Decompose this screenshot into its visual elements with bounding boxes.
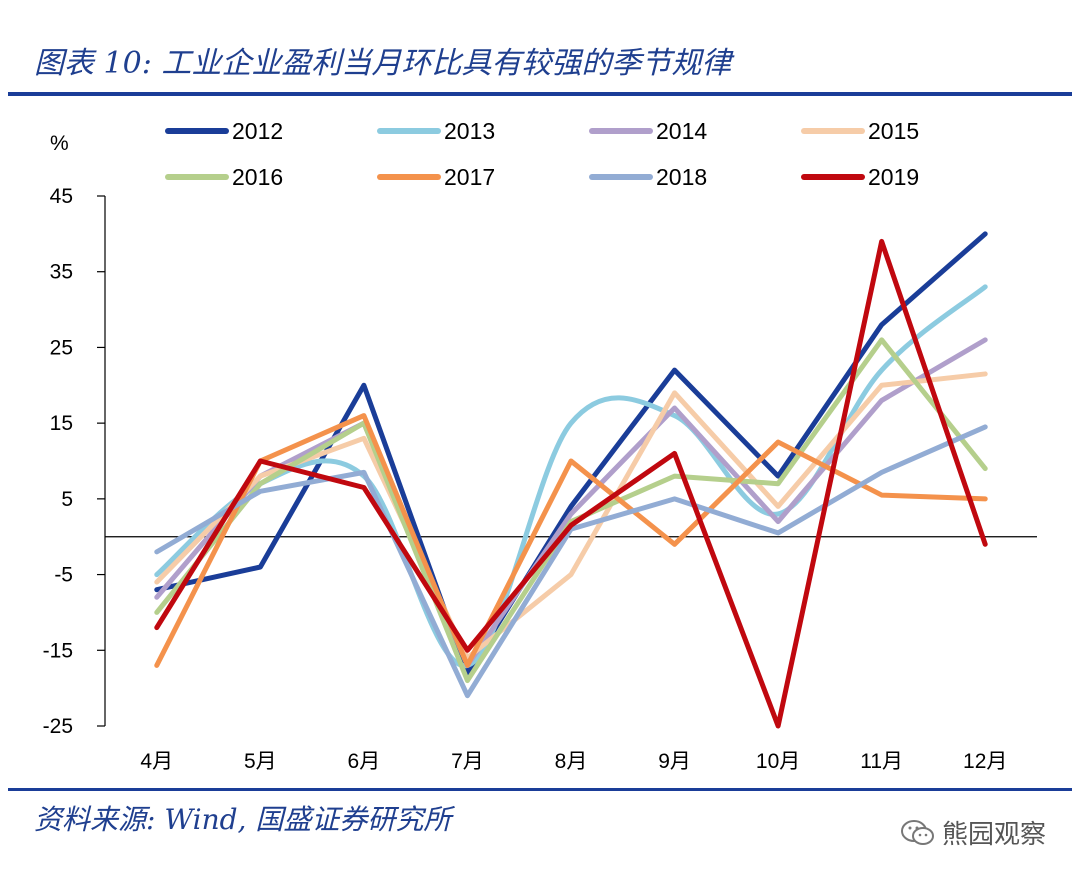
x-tick-label: 10月 xyxy=(756,750,800,773)
source-note: 资料来源: Wind, 国盛证券研究所 xyxy=(34,803,452,836)
x-tick-label: 8月 xyxy=(555,750,588,773)
legend: 2012 2013 2014 2015 2016 2017 2018 2019 xyxy=(165,118,919,190)
series-line-2014 xyxy=(154,337,988,668)
y-axis-label: % xyxy=(50,132,69,155)
x-tick-label: 12月 xyxy=(963,750,1007,773)
wechat-icon xyxy=(900,819,934,845)
series-line-2017 xyxy=(154,413,988,668)
watermark: 熊园观察 xyxy=(900,814,1046,851)
legend-label-2014: 2014 xyxy=(656,118,707,144)
x-tick-label: 6月 xyxy=(348,750,381,773)
y-tick-label: -5 xyxy=(54,564,73,587)
top-divider xyxy=(8,92,1072,96)
y-tick-label: 45 xyxy=(50,185,73,208)
y-tick-label: 5 xyxy=(61,488,73,511)
y-tick-label: 35 xyxy=(50,261,73,284)
legend-label-2018: 2018 xyxy=(656,164,707,190)
chart-title: 图表 10: 工业企业盈利当月环比具有较强的季节规律 xyxy=(34,46,732,81)
legend-label-2019: 2019 xyxy=(868,164,919,190)
x-tick-label: 7月 xyxy=(451,750,484,773)
y-tick-label: 15 xyxy=(50,412,73,435)
series-line-2012 xyxy=(154,231,988,676)
y-tick-label: -15 xyxy=(43,639,73,662)
x-tick-label: 5月 xyxy=(244,750,277,773)
series-group xyxy=(154,231,988,729)
x-tick-label: 9月 xyxy=(658,750,691,773)
line-chart: % 2012 2013 2014 2015 2016 2017 2018 2019 45 35 2… xyxy=(43,118,1037,773)
bottom-divider xyxy=(8,788,1072,791)
legend-label-2012: 2012 xyxy=(232,118,283,144)
y-tick-label: 25 xyxy=(50,336,73,359)
legend-label-2016: 2016 xyxy=(232,164,283,190)
legend-label-2013: 2013 xyxy=(444,118,495,144)
watermark-text: 熊园观察 xyxy=(941,820,1046,850)
x-tick-label: 4月 xyxy=(140,750,173,773)
legend-label-2017: 2017 xyxy=(444,164,495,190)
series-line-2019 xyxy=(154,238,988,729)
series-line-2016 xyxy=(154,337,988,684)
y-tick-label: -25 xyxy=(43,715,73,738)
legend-label-2015: 2015 xyxy=(868,118,919,144)
axes: 45 35 25 15 5 -5 -15 -25 4月 5月 6月 7月 8月 9月 10月 11月 12月 xyxy=(43,185,1037,773)
x-tick-label: 11月 xyxy=(860,750,903,773)
